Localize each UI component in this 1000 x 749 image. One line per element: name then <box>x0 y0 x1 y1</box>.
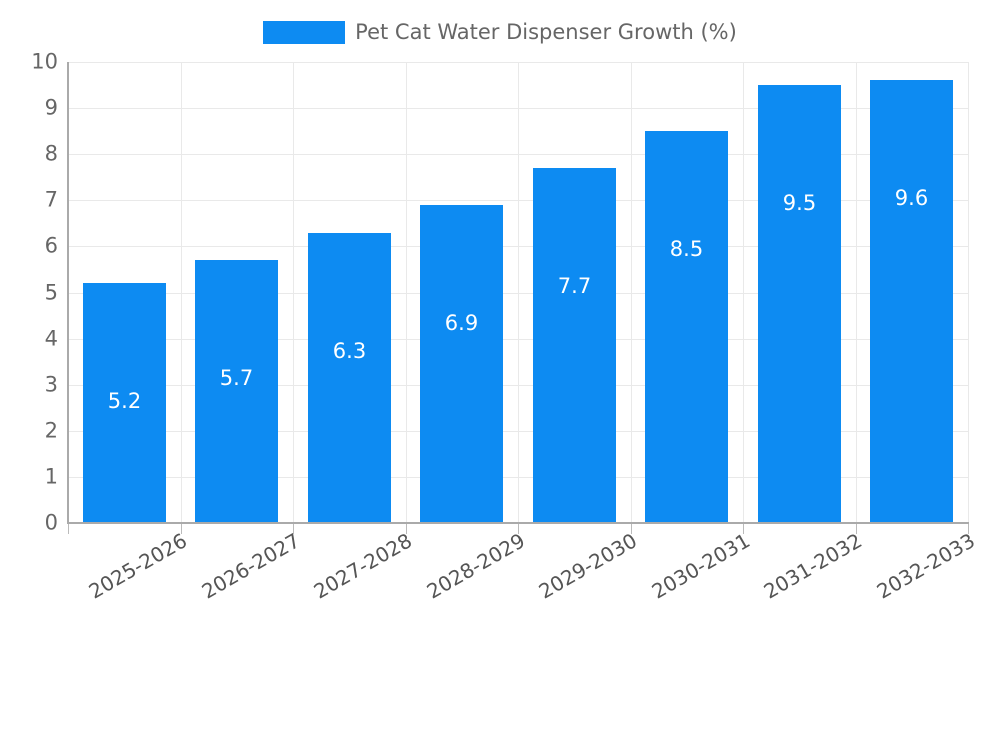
x-axis-tick-mark <box>406 524 407 534</box>
legend-label: Pet Cat Water Dispenser Growth (%) <box>355 19 737 44</box>
x-gridline <box>406 62 407 523</box>
bar[interactable]: 8.5 <box>645 131 728 523</box>
bar[interactable]: 6.3 <box>308 232 391 523</box>
legend-color-swatch <box>263 20 346 44</box>
bar-value-label: 5.7 <box>219 366 254 391</box>
x-gridline <box>518 62 519 523</box>
y-axis-tick-label: 2 <box>44 418 58 443</box>
x-axis-line <box>68 522 969 524</box>
x-axis-tick-mark <box>968 524 969 534</box>
bar[interactable]: 7.7 <box>533 168 616 523</box>
y-axis-tick-label: 4 <box>44 326 58 351</box>
y-axis-tick-label: 0 <box>44 510 58 535</box>
y-axis-tick-label: 6 <box>44 233 58 258</box>
bar-value-label: 7.7 <box>557 274 592 299</box>
bar[interactable]: 6.9 <box>420 204 503 523</box>
x-gridline <box>968 62 969 523</box>
x-axis-tick-mark <box>68 524 69 534</box>
bar[interactable]: 5.2 <box>83 283 166 523</box>
y-axis-tick-label: 3 <box>44 372 58 397</box>
bar-value-label: 6.9 <box>444 310 479 335</box>
y-axis-tick-label: 9 <box>44 95 58 120</box>
y-axis-tick-labels: 0 1 2 3 4 5 6 7 8 9 10 <box>0 0 58 600</box>
x-gridline <box>743 62 744 523</box>
plot-area: 5.2 5.7 6.3 6.9 7.7 8.5 9.5 9.6 <box>68 62 969 524</box>
bar[interactable]: 9.5 <box>758 85 841 523</box>
x-gridline <box>181 62 182 523</box>
x-gridline <box>631 62 632 523</box>
x-axis-tick-mark <box>631 524 632 534</box>
bar-value-label: 6.3 <box>332 338 367 363</box>
x-gridline <box>293 62 294 523</box>
y-axis-tick-label: 7 <box>44 187 58 212</box>
x-axis-tick-mark <box>743 524 744 534</box>
x-axis-tick-mark <box>293 524 294 534</box>
y-axis-tick-label: 1 <box>44 464 58 489</box>
bar[interactable]: 9.6 <box>870 80 953 523</box>
y-axis-tick-label: 10 <box>31 49 58 74</box>
bar[interactable]: 5.7 <box>195 260 278 523</box>
bar-value-label: 8.5 <box>669 237 704 262</box>
y-axis-tick-label: 5 <box>44 280 58 304</box>
y-axis-tick-label: 8 <box>44 141 58 166</box>
x-axis-tick-mark <box>518 524 519 534</box>
x-axis-tick-mark <box>181 524 182 534</box>
x-gridline <box>856 62 857 523</box>
x-axis-tick-mark <box>856 524 857 534</box>
y-axis-line <box>67 62 69 524</box>
chart-legend: Pet Cat Water Dispenser Growth (%) <box>0 12 1000 52</box>
bar-value-label: 9.5 <box>782 191 817 216</box>
bar-chart: Pet Cat Water Dispenser Growth (%) 0 1 2 3 4… <box>0 0 1000 604</box>
bar-value-label: 9.6 <box>894 186 929 211</box>
bar-value-label: 5.2 <box>107 389 142 414</box>
